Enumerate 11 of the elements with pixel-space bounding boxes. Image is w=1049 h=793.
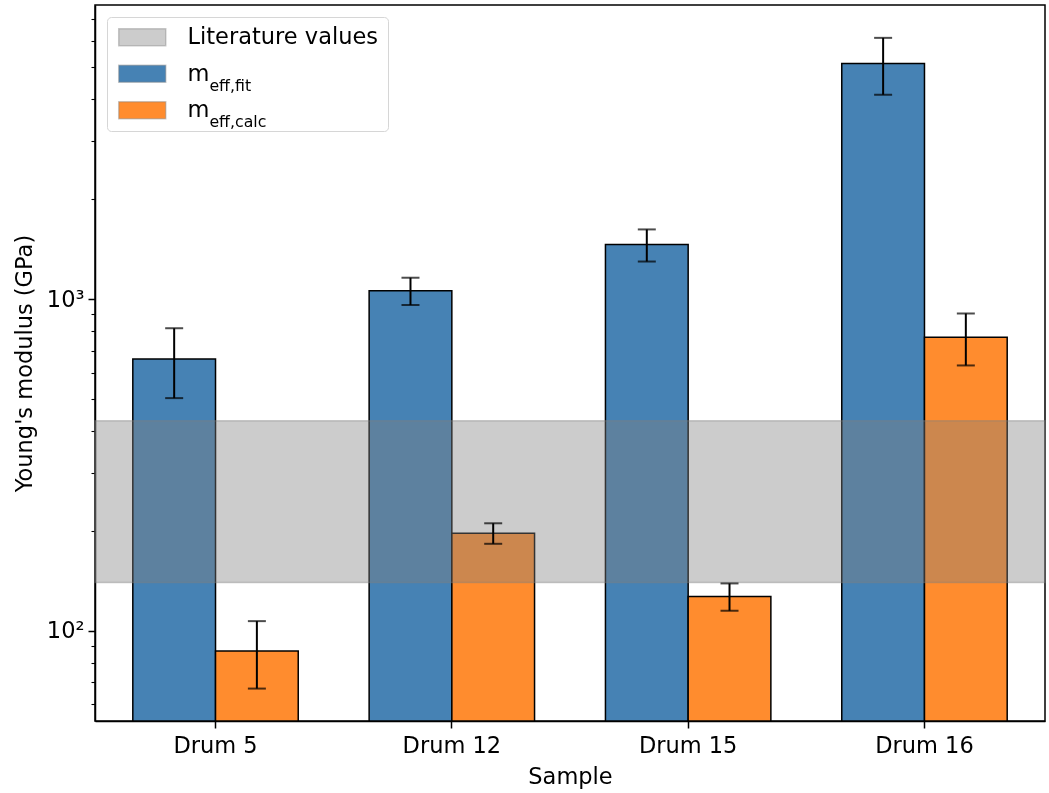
x-tick-label: Drum 15 (638, 731, 738, 758)
x-tick-label: Drum 5 (173, 731, 258, 758)
legend-label: m$_{eff,calc}$ (187, 96, 267, 131)
x-tick-label: Drum 16 (875, 731, 974, 758)
x-tick-label: Drum 12 (402, 731, 502, 758)
y-tick-label: 10³ (46, 285, 85, 312)
legend-label: m$_{eff,fit}$ (187, 59, 252, 95)
y-axis-title: Young's modulus (GPa) (10, 234, 37, 494)
legend-label: Literature values (187, 23, 379, 50)
x-axis-title: Sample (528, 763, 613, 789)
y-tick-label: 10² (46, 617, 85, 644)
